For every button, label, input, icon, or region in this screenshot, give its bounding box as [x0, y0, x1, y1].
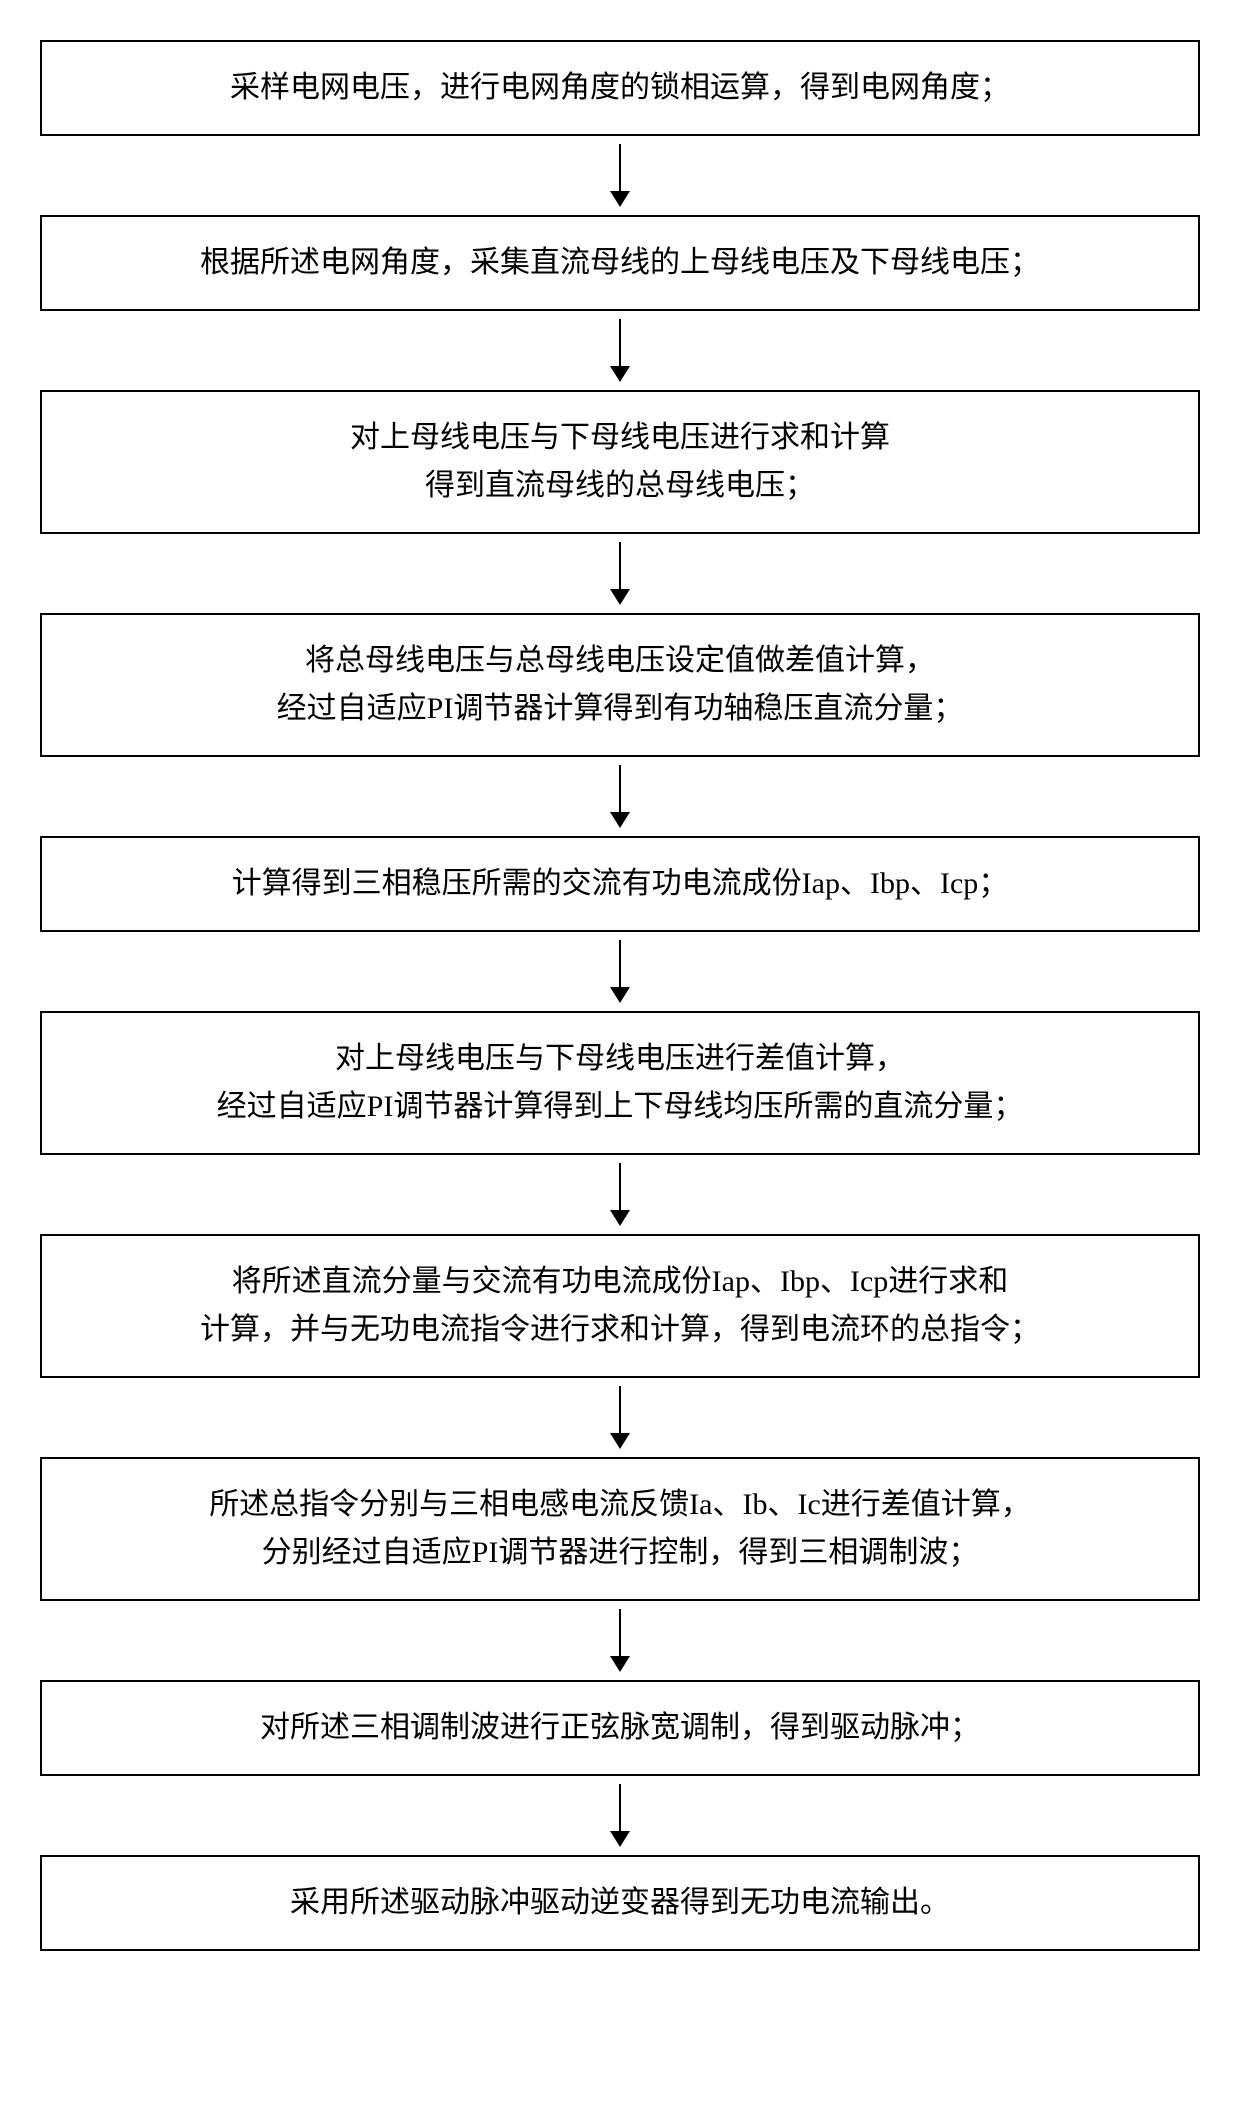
node-text-line: 分别经过自适应PI调节器进行控制，得到三相调制波；	[72, 1529, 1168, 1577]
arrow-down-icon	[610, 319, 630, 382]
node-text-line: 采用所述驱动脉冲驱动逆变器得到无功电流输出。	[72, 1879, 1168, 1927]
flowchart-node-step2: 根据所述电网角度，采集直流母线的上母线电压及下母线电压；	[40, 215, 1200, 311]
arrow-down-icon	[610, 542, 630, 605]
arrow-line	[619, 1784, 621, 1832]
flowchart-node-step5: 计算得到三相稳压所需的交流有功电流成份Iap、Ibp、Icp；	[40, 836, 1200, 932]
arrow-down-icon	[610, 765, 630, 828]
arrow-head	[610, 1831, 630, 1847]
node-text-line: 经过自适应PI调节器计算得到上下母线均压所需的直流分量；	[72, 1083, 1168, 1131]
arrow-head	[610, 589, 630, 605]
node-text-line: 计算得到三相稳压所需的交流有功电流成份Iap、Ibp、Icp；	[72, 860, 1168, 908]
arrow-head	[610, 812, 630, 828]
arrow-head	[610, 191, 630, 207]
arrow-line	[619, 319, 621, 367]
node-text-line: 计算，并与无功电流指令进行求和计算，得到电流环的总指令；	[72, 1306, 1168, 1354]
flowchart-node-step10: 采用所述驱动脉冲驱动逆变器得到无功电流输出。	[40, 1855, 1200, 1951]
arrow-line	[619, 144, 621, 192]
arrow-line	[619, 1163, 621, 1211]
flowchart-node-step4: 将总母线电压与总母线电压设定值做差值计算，经过自适应PI调节器计算得到有功轴稳压…	[40, 613, 1200, 757]
arrow-head	[610, 1210, 630, 1226]
arrow-head	[610, 1433, 630, 1449]
arrow-down-icon	[610, 1784, 630, 1847]
arrow-line	[619, 542, 621, 590]
arrow-head	[610, 1656, 630, 1672]
flowchart-node-step8: 所述总指令分别与三相电感电流反馈Ia、Ib、Ic进行差值计算，分别经过自适应PI…	[40, 1457, 1200, 1601]
node-text-line: 对所述三相调制波进行正弦脉宽调制，得到驱动脉冲；	[72, 1704, 1168, 1752]
flowchart-node-step1: 采样电网电压，进行电网角度的锁相运算，得到电网角度；	[40, 40, 1200, 136]
arrow-head	[610, 987, 630, 1003]
node-text-line: 将总母线电压与总母线电压设定值做差值计算，	[72, 637, 1168, 685]
arrow-line	[619, 765, 621, 813]
flowchart-node-step3: 对上母线电压与下母线电压进行求和计算得到直流母线的总母线电压；	[40, 390, 1200, 534]
arrow-line	[619, 1386, 621, 1434]
arrow-line	[619, 940, 621, 988]
node-text-line: 根据所述电网角度，采集直流母线的上母线电压及下母线电压；	[72, 239, 1168, 287]
flowchart-container: 采样电网电压，进行电网角度的锁相运算，得到电网角度； 根据所述电网角度，采集直流母…	[40, 40, 1200, 1951]
arrow-down-icon	[610, 144, 630, 207]
flowchart-node-step9: 对所述三相调制波进行正弦脉宽调制，得到驱动脉冲；	[40, 1680, 1200, 1776]
node-text-line: 得到直流母线的总母线电压；	[72, 462, 1168, 510]
flowchart-node-step6: 对上母线电压与下母线电压进行差值计算，经过自适应PI调节器计算得到上下母线均压所…	[40, 1011, 1200, 1155]
arrow-down-icon	[610, 1386, 630, 1449]
node-text-line: 所述总指令分别与三相电感电流反馈Ia、Ib、Ic进行差值计算，	[72, 1481, 1168, 1529]
arrow-down-icon	[610, 1163, 630, 1226]
arrow-head	[610, 366, 630, 382]
node-text-line: 将所述直流分量与交流有功电流成份Iap、Ibp、Icp进行求和	[72, 1258, 1168, 1306]
node-text-line: 经过自适应PI调节器计算得到有功轴稳压直流分量；	[72, 685, 1168, 733]
arrow-line	[619, 1609, 621, 1657]
flowchart-node-step7: 将所述直流分量与交流有功电流成份Iap、Ibp、Icp进行求和计算，并与无功电流…	[40, 1234, 1200, 1378]
node-text-line: 对上母线电压与下母线电压进行求和计算	[72, 414, 1168, 462]
arrow-down-icon	[610, 1609, 630, 1672]
arrow-down-icon	[610, 940, 630, 1003]
node-text-line: 采样电网电压，进行电网角度的锁相运算，得到电网角度；	[72, 64, 1168, 112]
node-text-line: 对上母线电压与下母线电压进行差值计算，	[72, 1035, 1168, 1083]
